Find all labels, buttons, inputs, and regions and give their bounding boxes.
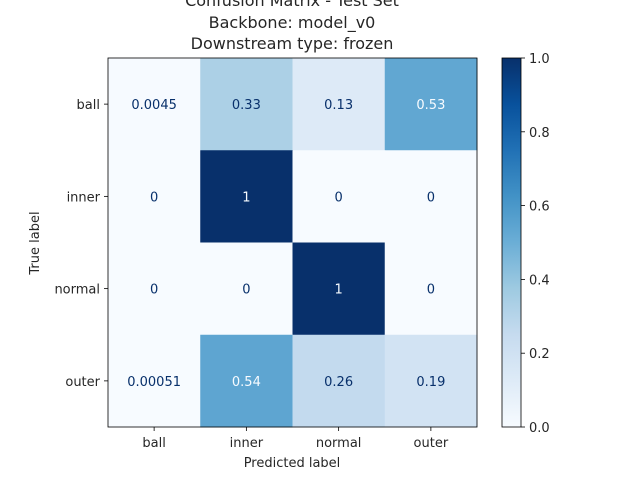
heatmap-cell xyxy=(200,58,293,151)
y-tick-label: outer xyxy=(65,375,100,390)
x-axis-label: Predicted label xyxy=(244,456,341,471)
cell-value-label: 1 xyxy=(334,283,342,298)
heatmap-cell xyxy=(384,334,478,428)
cell-value-label: 0.33 xyxy=(232,98,261,113)
heatmap-cell xyxy=(384,150,478,243)
cell-value-label: 0 xyxy=(150,283,158,298)
title-line-1: Confusion Matrix - Test Set xyxy=(185,0,399,10)
title-line-2: Backbone: model_v0 xyxy=(209,13,376,33)
x-axis-ticks: ball inner normal outer xyxy=(142,427,449,451)
heatmap-cell xyxy=(292,150,386,243)
colorbar-tick-label: 0.6 xyxy=(529,200,550,215)
heatmap-cell xyxy=(108,58,201,151)
colorbar-tick-label: 0.0 xyxy=(529,421,550,436)
heatmap-cell xyxy=(108,334,201,428)
y-tick-label: inner xyxy=(67,190,101,205)
heatmap-cell xyxy=(200,242,293,336)
colorbar-tick-label: 0.4 xyxy=(529,273,550,288)
colorbar-tick-label: 1.0 xyxy=(529,52,550,67)
chart-title: Confusion Matrix - Test Set Backbone: mo… xyxy=(185,0,399,53)
heatmap-cell xyxy=(108,150,201,243)
title-line-3: Downstream type: frozen xyxy=(191,34,394,53)
x-tick-label: outer xyxy=(414,436,449,451)
heatmap-cell xyxy=(384,242,478,336)
x-tick-label: ball xyxy=(142,436,165,451)
heatmap-value-labels: 0.0045 0.33 0.13 0.53 0 1 0 0 0 0 1 0 0.00051 0.54 0.2… xyxy=(127,98,445,390)
cell-value-label: 0.26 xyxy=(324,375,353,390)
cell-value-label: 0.53 xyxy=(416,98,445,113)
plot-frame xyxy=(107,57,478,428)
x-tick-label: inner xyxy=(230,436,264,451)
cell-value-label: 0.00051 xyxy=(127,375,181,390)
y-axis-ticks: ball inner normal outer xyxy=(54,98,108,390)
x-tick-label: normal xyxy=(316,436,362,451)
cell-value-label: 0 xyxy=(242,283,250,298)
cell-value-label: 0 xyxy=(427,190,435,205)
y-axis-label: True label xyxy=(28,211,43,275)
cell-value-label: 0 xyxy=(427,283,435,298)
colorbar xyxy=(501,57,522,428)
colorbar-tick-label: 0.2 xyxy=(529,347,550,362)
heatmap-cell xyxy=(384,58,478,151)
colorbar-tick-label: 0.8 xyxy=(529,126,550,141)
cell-value-label: 0.54 xyxy=(232,375,261,390)
heatmap-cell xyxy=(200,150,293,243)
cell-value-label: 1 xyxy=(242,190,250,205)
cell-value-label: 0.0045 xyxy=(131,98,177,113)
heatmap-cells xyxy=(108,58,478,428)
heatmap-cell xyxy=(292,334,386,428)
cell-value-label: 0 xyxy=(334,190,342,205)
heatmap-cell xyxy=(108,242,201,336)
colorbar-ticks: 0.0 0.2 0.4 0.6 0.8 1.0 xyxy=(521,52,550,436)
y-tick-label: ball xyxy=(77,98,100,113)
y-tick-label: normal xyxy=(54,283,100,298)
heatmap-cell xyxy=(200,334,293,428)
cell-value-label: 0.13 xyxy=(324,98,353,113)
cell-value-label: 0 xyxy=(150,190,158,205)
cell-value-label: 0.19 xyxy=(416,375,445,390)
heatmap-cell xyxy=(292,58,386,151)
heatmap-cell xyxy=(292,242,386,336)
